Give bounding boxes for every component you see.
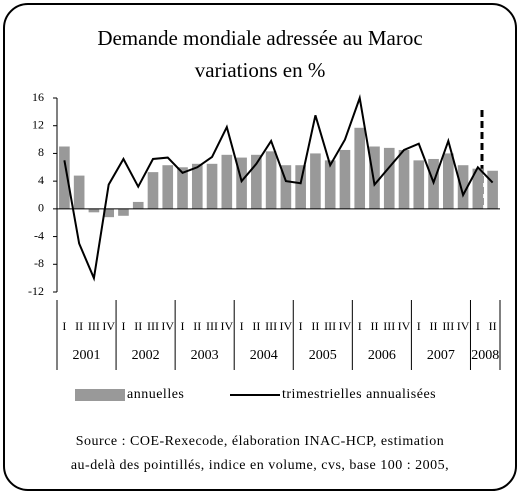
bar bbox=[398, 149, 410, 209]
x-tick-label: IV bbox=[102, 319, 115, 333]
x-tick-label: II bbox=[370, 319, 378, 333]
legend-label: annuelles bbox=[127, 387, 184, 402]
bar bbox=[236, 157, 247, 209]
y-tick-label: -12 bbox=[28, 284, 44, 298]
bar bbox=[88, 208, 100, 213]
bar bbox=[443, 153, 454, 209]
x-tick-label: II bbox=[252, 319, 260, 333]
bar bbox=[487, 170, 498, 209]
bar bbox=[206, 163, 218, 209]
year-label: 2002 bbox=[132, 348, 160, 363]
bar bbox=[413, 160, 425, 209]
x-tick-label: IV bbox=[457, 319, 470, 333]
bar bbox=[221, 154, 233, 209]
bar bbox=[369, 146, 380, 209]
x-tick-label: III bbox=[265, 319, 277, 333]
year-label: 2003 bbox=[191, 348, 219, 363]
x-tick-label: III bbox=[88, 319, 100, 333]
bar bbox=[177, 167, 188, 209]
x-tick-label: I bbox=[476, 319, 480, 333]
y-tick-label: 16 bbox=[32, 90, 44, 104]
x-tick-label: I bbox=[181, 319, 185, 333]
x-tick-label: I bbox=[358, 319, 362, 333]
year-label: 2005 bbox=[309, 348, 337, 363]
bar bbox=[191, 163, 203, 209]
bar bbox=[383, 147, 395, 209]
bar bbox=[354, 127, 366, 209]
year-label: 2004 bbox=[250, 348, 278, 363]
x-tick-label: II bbox=[489, 319, 497, 333]
chart-subtitle: variations en % bbox=[195, 58, 326, 82]
y-tick-label: -4 bbox=[34, 228, 44, 242]
x-tick-label: I bbox=[240, 319, 244, 333]
x-tick-label: III bbox=[147, 319, 159, 333]
x-tick-label: IV bbox=[280, 319, 293, 333]
bar bbox=[339, 149, 351, 209]
x-tick-label: II bbox=[193, 319, 201, 333]
x-tick-label: II bbox=[75, 319, 83, 333]
bar bbox=[147, 172, 159, 209]
bar bbox=[280, 165, 292, 209]
bar bbox=[457, 165, 469, 209]
legend-swatch bbox=[75, 389, 125, 401]
bar bbox=[265, 151, 277, 209]
bar bbox=[295, 165, 306, 209]
y-tick-label: 0 bbox=[38, 201, 44, 215]
bar bbox=[251, 154, 262, 209]
x-tick-label: I bbox=[121, 319, 125, 333]
x-tick-label: IV bbox=[161, 319, 174, 333]
x-tick-label: III bbox=[324, 319, 336, 333]
year-label: 2008 bbox=[471, 348, 499, 363]
year-label: 2006 bbox=[368, 348, 396, 363]
bar bbox=[472, 168, 484, 209]
x-tick-label: I bbox=[62, 319, 66, 333]
x-tick-label: I bbox=[417, 319, 421, 333]
y-tick-label: 12 bbox=[32, 117, 44, 131]
y-tick-label: 4 bbox=[38, 173, 44, 187]
year-label: 2007 bbox=[427, 348, 455, 363]
x-tick-label: II bbox=[311, 319, 319, 333]
bar bbox=[310, 153, 321, 209]
y-tick-label: -8 bbox=[34, 256, 44, 270]
x-tick-label: IV bbox=[398, 319, 411, 333]
x-tick-label: IV bbox=[339, 319, 352, 333]
source-line: Source : COE-Rexecode, élaboration INAC-… bbox=[76, 434, 444, 449]
chart-title: Demande mondiale adressée au Maroc bbox=[97, 26, 422, 50]
x-tick-label: I bbox=[299, 319, 303, 333]
bar bbox=[103, 208, 114, 218]
bar bbox=[73, 175, 85, 209]
bar bbox=[324, 160, 336, 209]
y-tick-label: 8 bbox=[38, 145, 44, 159]
x-tick-label: IV bbox=[220, 319, 233, 333]
x-tick-label: III bbox=[206, 319, 218, 333]
bar bbox=[118, 208, 129, 216]
line bbox=[63, 94, 494, 282]
x-tick-label: III bbox=[383, 319, 395, 333]
x-tick-label: II bbox=[430, 319, 438, 333]
year-label: 2001 bbox=[73, 348, 101, 363]
source-line: au-delà des pointillés, indice en volume… bbox=[71, 458, 449, 473]
bar bbox=[162, 165, 174, 209]
bar bbox=[132, 201, 144, 209]
legend-label: trimestrielles annualisées bbox=[282, 387, 436, 402]
bar bbox=[59, 146, 70, 209]
frame bbox=[3, 3, 517, 491]
x-tick-label: III bbox=[442, 319, 454, 333]
x-tick-label: II bbox=[134, 319, 142, 333]
